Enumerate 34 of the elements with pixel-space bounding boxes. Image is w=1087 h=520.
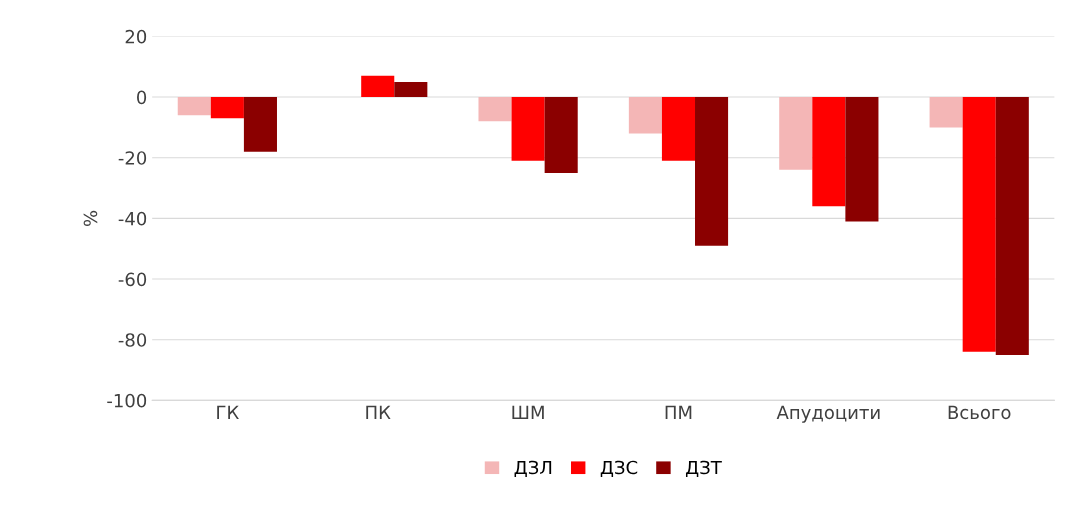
bar — [845, 97, 879, 222]
x-tick-label: ШМ — [512, 405, 544, 419]
y-tick-label: -20 — [118, 151, 147, 165]
y-tick-label: -100 — [107, 393, 147, 408]
y-tick-label: 20 — [125, 29, 147, 44]
bar — [695, 97, 729, 246]
bar — [661, 97, 696, 161]
bar — [243, 97, 277, 152]
x-tick-label: ПК — [366, 405, 391, 419]
bar — [478, 97, 512, 122]
bar — [177, 97, 211, 116]
bar — [361, 75, 395, 98]
bar — [511, 97, 545, 161]
bar — [210, 97, 244, 119]
bar — [962, 97, 996, 352]
bar — [544, 97, 578, 173]
bar — [628, 97, 662, 134]
y-tick-label: -40 — [118, 211, 147, 226]
bar — [995, 97, 1029, 355]
bar — [929, 97, 963, 128]
x-tick-label: Апудоцити — [776, 405, 880, 423]
x-tick-label: ГК — [217, 405, 239, 419]
bar — [779, 97, 813, 170]
y-tick-label: 0 — [137, 90, 147, 105]
legend-label: ДЗС — [600, 460, 638, 477]
bar — [394, 81, 428, 98]
y-tick-label: -60 — [118, 272, 147, 287]
legend-label: ДЗТ — [685, 460, 722, 477]
bar — [812, 97, 846, 207]
y-axis-title: % — [83, 210, 98, 226]
x-tick-label: Всього — [948, 405, 1011, 420]
x-tick-label: ПМ — [665, 405, 692, 419]
y-tick-label: -80 — [118, 333, 147, 347]
legend-label: ДЗЛ — [514, 460, 552, 477]
